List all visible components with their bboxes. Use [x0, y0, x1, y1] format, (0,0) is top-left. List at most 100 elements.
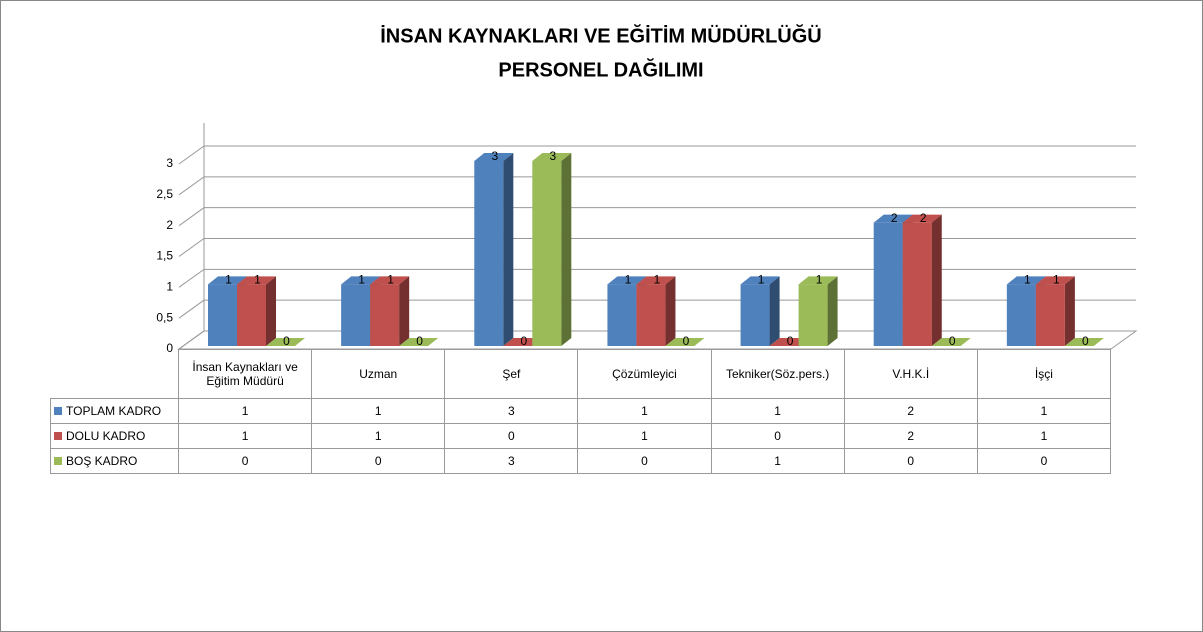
y-tick-label: 0: [166, 341, 173, 355]
bar-side: [503, 153, 514, 346]
y-tick-label: 0,5: [156, 310, 173, 324]
data-label: 0: [283, 334, 290, 348]
data-label: 2: [891, 211, 898, 225]
bar: [1006, 284, 1036, 346]
grid-line: [178, 207, 1136, 227]
table-value: 1: [311, 398, 446, 424]
y-tick-label: 1,5: [156, 249, 173, 263]
table-value: 1: [577, 423, 712, 449]
bar-side: [399, 276, 410, 346]
bar-top: [902, 214, 942, 223]
bar-side-shade: [1064, 276, 1075, 346]
data-label: 1: [1024, 273, 1031, 287]
data-label: 1: [225, 273, 232, 287]
bar: [532, 161, 562, 346]
bar-side-shade: [399, 276, 410, 346]
data-label: 1: [625, 273, 632, 287]
table-value: 1: [311, 423, 446, 449]
table-value: 1: [577, 398, 712, 424]
bar-side-shade: [266, 276, 276, 346]
bar-top: [740, 276, 780, 285]
bar: [740, 284, 770, 346]
bar: [873, 222, 903, 346]
bar-side: [266, 276, 276, 346]
data-label: 0: [787, 334, 794, 348]
bar-side: [769, 276, 780, 346]
table-corner: [50, 349, 179, 399]
x-tick-label: Tekniker(Söz.pers.): [710, 349, 845, 399]
chart-title: İNSAN KAYNAKLARI VE EĞİTİM MÜDÜRLÜĞÜ: [380, 23, 822, 47]
y-tick-label: 3: [166, 156, 173, 170]
bar-side: [827, 276, 838, 346]
bar-top: [1006, 276, 1046, 285]
data-label: 1: [387, 273, 394, 287]
legend-label: DOLU KADRO: [66, 429, 146, 443]
bar: [370, 284, 400, 346]
legend-swatch: [54, 457, 62, 465]
data-label: 3: [549, 149, 556, 163]
x-tick-label: İnsan Kaynakları ve Eğitim Müdürü: [177, 349, 313, 399]
bar-side: [561, 153, 572, 346]
grid-line: [178, 268, 1136, 288]
legend-entry: DOLU KADRO: [50, 423, 179, 449]
table-value: 1: [710, 398, 845, 424]
data-label: 0: [520, 334, 527, 348]
bar: [341, 284, 371, 346]
bar-top: [474, 153, 514, 161]
data-label: 0: [416, 334, 423, 348]
bar: [474, 161, 504, 346]
table-value: 3: [444, 398, 579, 424]
bar-top: [532, 153, 572, 161]
data-label: 0: [1082, 334, 1089, 348]
bar-top: [931, 338, 971, 346]
table-value: 1: [177, 398, 313, 424]
bar-top: [237, 276, 276, 285]
bar-top: [1035, 276, 1075, 285]
legend-label: BOŞ KADRO: [66, 454, 138, 468]
bar: [208, 284, 237, 346]
table-value: 0: [311, 448, 446, 474]
legend-swatch: [54, 432, 62, 440]
table-row: DOLU KADRO 1 1 0 1 0 2 1: [50, 423, 1111, 449]
data-label: 1: [654, 273, 661, 287]
data-label: 1: [1053, 273, 1060, 287]
legend-swatch: [54, 407, 62, 415]
table-value: 1: [710, 448, 845, 474]
legend-label: TOPLAM KADRO: [66, 404, 162, 418]
bar-side-shade: [769, 276, 780, 346]
bar-top: [636, 276, 676, 285]
bar-top: [399, 338, 439, 346]
data-label: 1: [254, 273, 261, 287]
bar-side-shade: [665, 276, 676, 346]
bar-side-shade: [503, 153, 514, 346]
bar: [1035, 284, 1065, 346]
bar-top: [1064, 338, 1104, 346]
legend-entry: BOŞ KADRO: [50, 448, 179, 474]
table-value: 0: [177, 448, 313, 474]
bar-side: [1064, 276, 1075, 346]
data-label: 0: [683, 334, 690, 348]
bar-top: [341, 276, 381, 285]
table-value: 1: [976, 398, 1111, 424]
data-label: 0: [949, 334, 956, 348]
x-tick-label: Uzman: [311, 349, 446, 399]
x-tick-label: V.H.K.İ: [843, 349, 978, 399]
bar: [636, 284, 666, 346]
bar-side-shade: [827, 276, 838, 346]
bar-top: [208, 276, 247, 285]
data-table: İnsan Kaynakları ve Eğitim Müdürü Uzman Şe…: [50, 349, 1111, 474]
bar-side-shade: [931, 214, 942, 346]
y-tick-label: 2,5: [156, 187, 173, 201]
bar: [902, 222, 932, 346]
bar-side: [931, 214, 942, 346]
grid-line: [178, 145, 1136, 165]
table-value: 2: [843, 398, 978, 424]
x-tick-label: İşçi: [976, 349, 1111, 399]
y-tick-label: 1: [166, 280, 173, 294]
table-value: 0: [577, 448, 712, 474]
grid-line: [178, 238, 1136, 257]
x-tick-label: Çözümleyici: [577, 349, 712, 399]
table-row: TOPLAM KADRO 1 1 3 1 1 2 1: [50, 398, 1111, 424]
